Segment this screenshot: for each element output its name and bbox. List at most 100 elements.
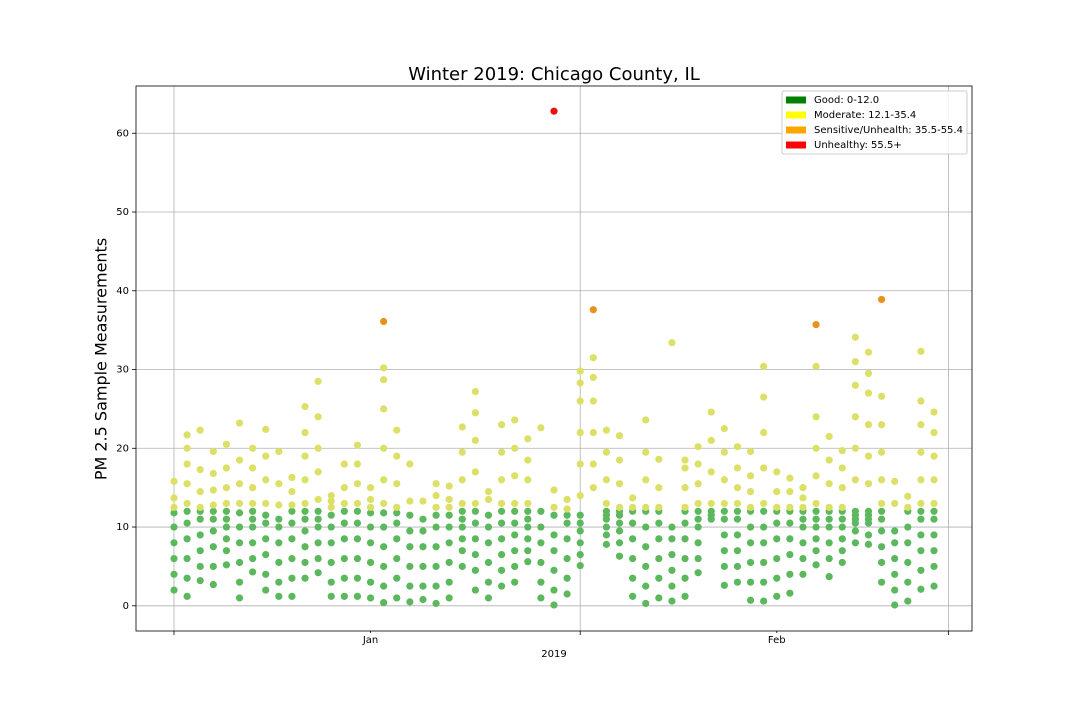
- point: [249, 464, 257, 472]
- point: [458, 535, 466, 543]
- point: [471, 387, 479, 396]
- point: [366, 578, 375, 586]
- point: [471, 566, 479, 574]
- point: [720, 547, 728, 555]
- point: [733, 547, 742, 555]
- point: [746, 447, 755, 456]
- point: [471, 507, 479, 515]
- point: [301, 574, 309, 582]
- y-tick-label: 60: [116, 128, 129, 139]
- point: [366, 484, 375, 492]
- point: [681, 535, 689, 543]
- point: [733, 531, 742, 539]
- point: [760, 597, 768, 605]
- point: [353, 574, 362, 582]
- point: [301, 402, 309, 411]
- point: [760, 362, 768, 370]
- point: [563, 511, 571, 519]
- point: [917, 476, 925, 484]
- point: [497, 448, 506, 456]
- point: [891, 539, 899, 547]
- point: [537, 558, 545, 567]
- point: [589, 306, 597, 314]
- point: [458, 523, 466, 531]
- point: [484, 495, 493, 504]
- point: [419, 595, 427, 604]
- point: [563, 535, 571, 543]
- point: [419, 515, 427, 523]
- point: [904, 597, 912, 605]
- point: [615, 519, 624, 527]
- point: [366, 539, 375, 547]
- point: [288, 487, 296, 496]
- point: [524, 523, 532, 531]
- point: [707, 436, 715, 445]
- point: [327, 539, 335, 547]
- point: [550, 486, 558, 494]
- point: [458, 515, 466, 523]
- point: [602, 448, 611, 456]
- point: [904, 492, 912, 500]
- point: [615, 503, 624, 511]
- point: [222, 515, 231, 523]
- point: [773, 519, 781, 527]
- point: [668, 582, 676, 590]
- point: [537, 523, 545, 531]
- point: [235, 419, 244, 427]
- point: [746, 596, 755, 604]
- point: [537, 424, 545, 432]
- point: [851, 413, 859, 421]
- point: [799, 554, 807, 563]
- point: [786, 570, 794, 578]
- point: [812, 472, 820, 480]
- point: [891, 554, 899, 563]
- point: [340, 574, 348, 582]
- point: [786, 551, 794, 559]
- point: [629, 574, 637, 582]
- point: [445, 558, 453, 567]
- point: [262, 535, 270, 543]
- point: [458, 562, 466, 571]
- legend: Good: 0-12.0 Moderate: 12.1-35.4 Sensitive…: [781, 90, 968, 155]
- point: [655, 594, 663, 602]
- point: [511, 507, 519, 515]
- point: [589, 460, 597, 468]
- point: [524, 476, 532, 484]
- point: [773, 468, 781, 476]
- point: [380, 562, 388, 571]
- point: [799, 484, 807, 492]
- legend-swatch: [786, 111, 806, 119]
- point: [170, 509, 178, 517]
- point: [249, 568, 257, 576]
- point: [773, 554, 781, 563]
- point: [550, 601, 558, 609]
- point: [550, 586, 558, 594]
- point: [550, 566, 558, 574]
- point: [524, 547, 532, 555]
- point: [904, 578, 912, 586]
- point: [353, 480, 362, 488]
- legend-swatch: [786, 126, 806, 134]
- y-tick-label: 50: [116, 207, 129, 218]
- point: [222, 547, 231, 555]
- point: [327, 497, 335, 505]
- point: [615, 456, 624, 464]
- point: [380, 317, 388, 326]
- point: [380, 476, 388, 484]
- point: [183, 499, 191, 508]
- point: [812, 561, 820, 569]
- point: [694, 569, 702, 577]
- point: [825, 480, 833, 488]
- point: [917, 347, 925, 356]
- point: [301, 476, 309, 484]
- point: [432, 582, 440, 590]
- point: [786, 474, 794, 482]
- point: [183, 535, 191, 543]
- point: [864, 389, 873, 397]
- point: [353, 592, 362, 600]
- point: [681, 456, 689, 464]
- point: [301, 499, 309, 508]
- point: [393, 519, 401, 527]
- point: [851, 527, 859, 535]
- point: [406, 497, 414, 505]
